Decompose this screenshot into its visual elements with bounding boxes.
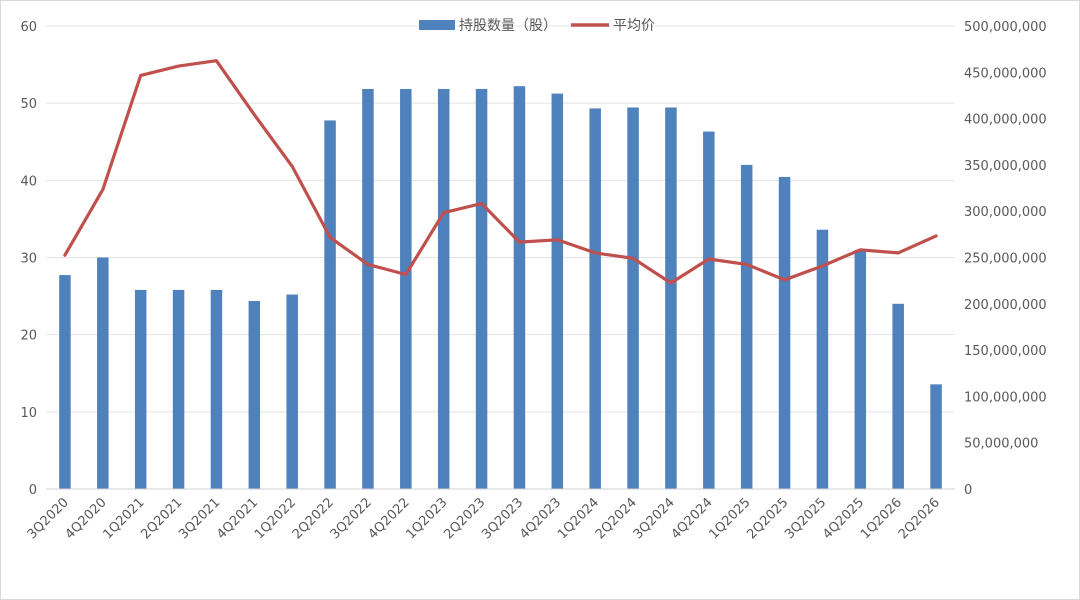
bar-2Q2024 xyxy=(627,107,639,489)
bar-3Q2021 xyxy=(210,289,223,489)
x-tick-label: 3Q2025 xyxy=(782,495,829,542)
x-tick-label: 4Q2021 xyxy=(214,495,261,542)
x-tick-label: 3Q2022 xyxy=(328,495,375,542)
x-tick-label: 4Q2020 xyxy=(63,495,110,542)
right-tick-label: 500,000,000 xyxy=(964,20,1047,35)
bar-series xyxy=(59,86,942,490)
x-tick-label: 3Q2021 xyxy=(176,495,223,542)
bar-3Q2025 xyxy=(816,229,829,489)
line-series xyxy=(63,59,938,285)
bar-2Q2026 xyxy=(930,384,942,489)
left-tick-label: 0 xyxy=(29,483,37,498)
bar-2Q2023 xyxy=(475,88,488,489)
x-tick-label: 4Q2023 xyxy=(517,495,564,542)
bar-1Q2021 xyxy=(134,289,147,489)
legend-label-shares: 持股数量（股） xyxy=(459,18,557,34)
bar-1Q2024 xyxy=(589,108,601,489)
x-tick-label: 2Q2023 xyxy=(441,495,488,542)
right-tick-label: 450,000,000 xyxy=(964,66,1047,81)
right-tick-label: 0 xyxy=(964,483,972,498)
left-tick-label: 10 xyxy=(20,406,37,421)
bar-4Q2023 xyxy=(551,93,564,490)
bar-4Q2022 xyxy=(400,88,412,489)
legend-swatch-bar xyxy=(419,20,455,30)
bar-3Q2024 xyxy=(665,107,677,489)
bar-4Q2020 xyxy=(97,257,109,489)
x-tick-label: 3Q2024 xyxy=(631,495,678,542)
bar-4Q2021 xyxy=(248,301,261,489)
bar-1Q2023 xyxy=(437,88,450,489)
bar-1Q2025 xyxy=(740,164,753,489)
right-tick-label: 200,000,000 xyxy=(964,298,1047,313)
x-tick-label: 4Q2024 xyxy=(669,495,716,542)
bar-4Q2025 xyxy=(854,250,867,489)
x-tick-label: 2Q2024 xyxy=(593,495,640,542)
right-tick-label: 300,000,000 xyxy=(964,205,1047,220)
bar-3Q2020 xyxy=(59,275,71,489)
x-tick-label: 1Q2026 xyxy=(858,495,905,542)
bar-3Q2023 xyxy=(513,86,526,489)
bar-2Q2022 xyxy=(324,120,336,490)
bar-1Q2022 xyxy=(286,294,298,489)
x-tick-label: 3Q2020 xyxy=(25,495,72,542)
right-tick-label: 50,000,000 xyxy=(964,437,1038,452)
x-tick-label: 4Q2022 xyxy=(366,495,413,542)
right-tick-label: 100,000,000 xyxy=(964,390,1047,405)
bar-3Q2022 xyxy=(362,88,374,489)
legend-label-avg-price: 平均价 xyxy=(613,18,655,34)
right-tick-label: 400,000,000 xyxy=(964,113,1047,128)
x-tick-label: 1Q2021 xyxy=(100,495,147,542)
left-tick-label: 40 xyxy=(20,174,37,189)
right-axis-ticks: 0 50,000,000 100,000,000 150,000,000 200,000… xyxy=(964,20,1047,498)
x-axis-ticks: 3Q20204Q20201Q20212Q20213Q20214Q20211Q20… xyxy=(25,495,943,542)
bar-2Q2025 xyxy=(778,176,791,490)
avg-price-line xyxy=(63,59,938,285)
bar-2Q2021 xyxy=(172,289,185,489)
x-tick-label: 1Q2022 xyxy=(252,495,299,542)
x-tick-label: 2Q2022 xyxy=(290,495,337,542)
x-tick-label: 1Q2025 xyxy=(706,495,753,542)
x-tick-label: 2Q2026 xyxy=(896,495,943,542)
x-tick-label: 1Q2024 xyxy=(555,495,602,542)
x-tick-label: 1Q2023 xyxy=(403,495,450,542)
right-tick-label: 350,000,000 xyxy=(964,159,1047,174)
left-tick-label: 20 xyxy=(20,329,37,344)
left-tick-label: 30 xyxy=(20,252,37,267)
right-tick-label: 250,000,000 xyxy=(964,252,1047,267)
left-axis-ticks: 0 10 20 30 40 50 60 xyxy=(20,20,37,498)
left-tick-label: 60 xyxy=(20,20,37,35)
x-tick-label: 3Q2023 xyxy=(479,495,526,542)
right-tick-label: 150,000,000 xyxy=(964,344,1047,359)
legend: 持股数量（股） 平均价 xyxy=(419,18,655,34)
bar-4Q2024 xyxy=(703,131,715,489)
left-tick-label: 50 xyxy=(20,97,37,112)
x-tick-label: 4Q2025 xyxy=(820,495,867,542)
gridlines xyxy=(46,25,955,413)
x-tick-label: 2Q2025 xyxy=(744,495,791,542)
bar-1Q2026 xyxy=(892,303,904,489)
x-tick-label: 2Q2021 xyxy=(138,495,185,542)
